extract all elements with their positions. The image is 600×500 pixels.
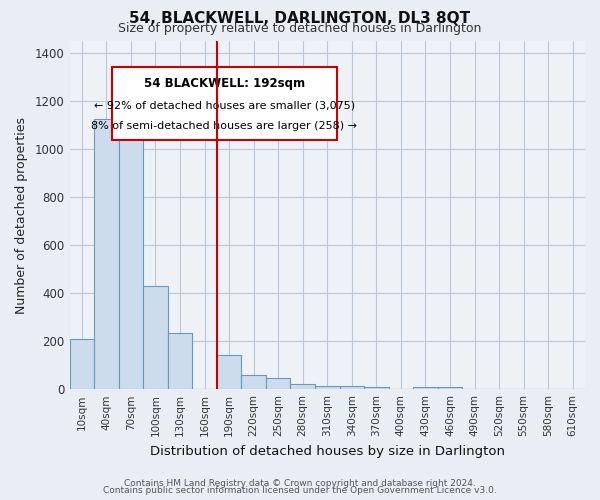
FancyBboxPatch shape [112, 67, 337, 140]
Text: 54 BLACKWELL: 192sqm: 54 BLACKWELL: 192sqm [144, 76, 305, 90]
Bar [290, 384, 315, 390]
Bar [413, 387, 438, 390]
Bar [315, 386, 340, 390]
Text: Contains HM Land Registry data © Crown copyright and database right 2024.: Contains HM Land Registry data © Crown c… [124, 478, 476, 488]
Bar [340, 386, 364, 390]
Text: Contains public sector information licensed under the Open Government Licence v3: Contains public sector information licen… [103, 486, 497, 495]
Y-axis label: Number of detached properties: Number of detached properties [15, 116, 28, 314]
Bar [364, 387, 389, 390]
Bar [70, 339, 94, 390]
Bar [168, 333, 192, 390]
Bar [241, 375, 266, 390]
Text: Size of property relative to detached houses in Darlington: Size of property relative to detached ho… [118, 22, 482, 35]
X-axis label: Distribution of detached houses by size in Darlington: Distribution of detached houses by size … [150, 444, 505, 458]
Text: 8% of semi-detached houses are larger (258) →: 8% of semi-detached houses are larger (2… [91, 120, 358, 130]
Bar [143, 286, 168, 390]
Bar [438, 388, 462, 390]
Bar [217, 355, 241, 390]
Text: 54, BLACKWELL, DARLINGTON, DL3 8QT: 54, BLACKWELL, DARLINGTON, DL3 8QT [130, 11, 470, 26]
Bar [94, 119, 119, 390]
Bar [119, 126, 143, 390]
Bar [266, 378, 290, 390]
Text: ← 92% of detached houses are smaller (3,075): ← 92% of detached houses are smaller (3,… [94, 100, 355, 110]
